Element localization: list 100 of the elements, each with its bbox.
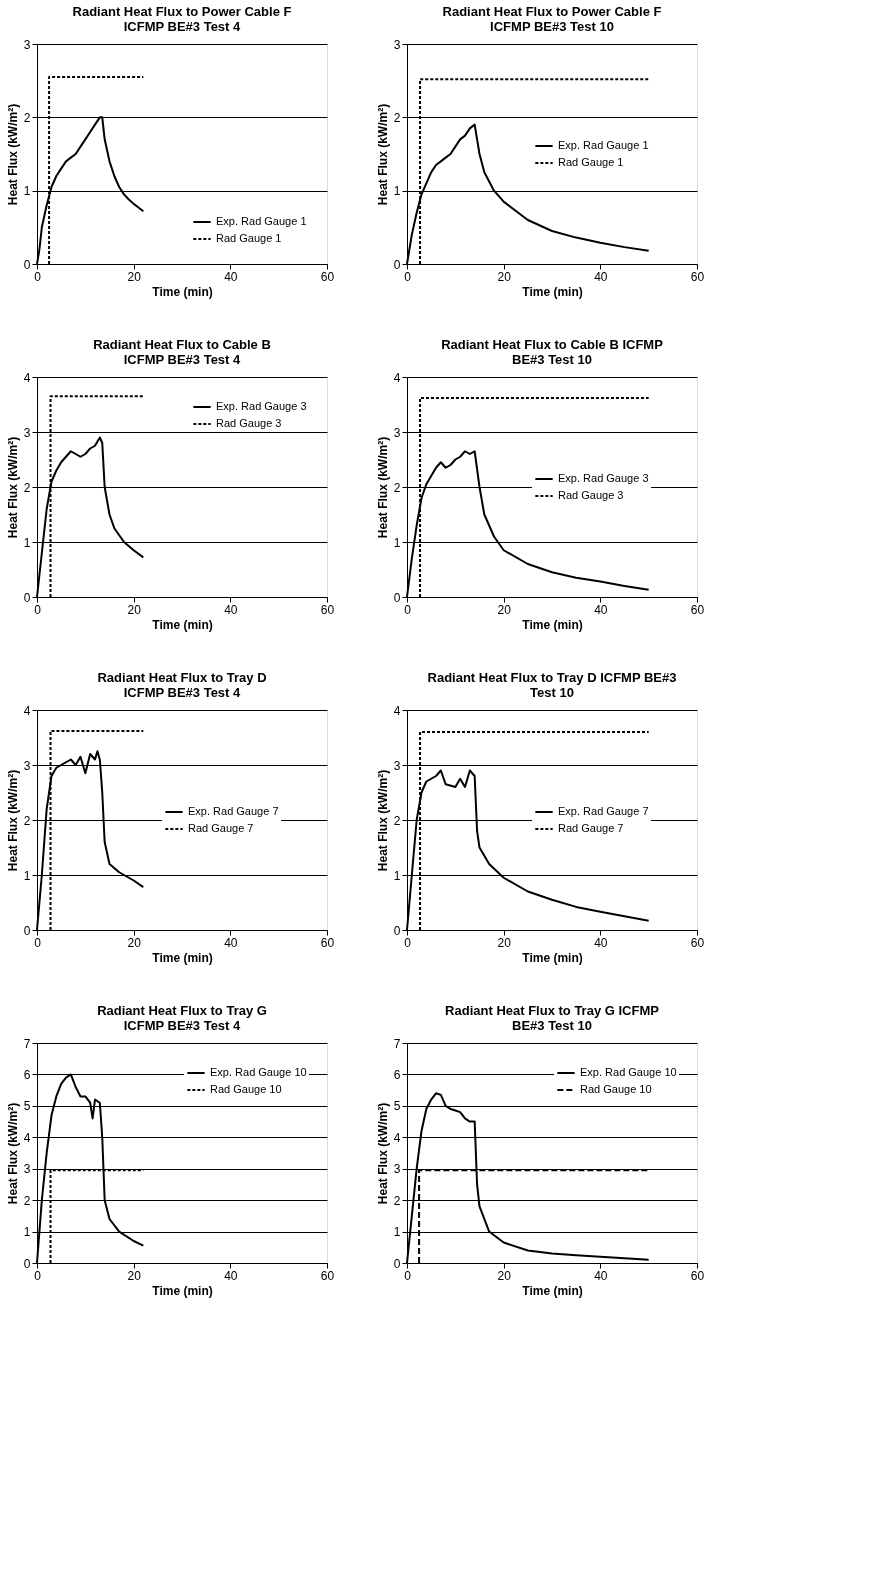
- x-tick-label: 60: [690, 1268, 705, 1283]
- chart-title: Radiant Heat Flux to Cable B ICFMP BE#3 Test 10: [441, 337, 664, 367]
- legend-label: Rad Gauge 7: [558, 822, 624, 834]
- y-tick-label: 0: [23, 1256, 31, 1271]
- legend-label: Exp. Rad Gauge 3: [558, 472, 649, 484]
- y-tick-label: 3: [393, 1162, 401, 1177]
- y-tick-label: 1: [393, 1225, 401, 1240]
- x-tick-label: 60: [690, 602, 705, 617]
- x-tick-label: 20: [497, 602, 512, 617]
- y-tick-label: 7: [393, 1036, 401, 1051]
- legend-label: Exp. Rad Gauge 1: [216, 215, 307, 227]
- y-tick-label: 2: [23, 110, 31, 125]
- x-tick-label: 20: [497, 269, 512, 284]
- legend-label: Rad Gauge 7: [188, 822, 254, 834]
- x-tick-label: 0: [34, 602, 42, 617]
- x-axis-title: Time (min): [522, 950, 583, 965]
- chart-title: Radiant Heat Flux to Power Cable F ICFMP BE#3 Test 10: [442, 4, 662, 34]
- y-tick-label: 6: [393, 1067, 401, 1082]
- x-axis-title: Time (min): [152, 284, 213, 299]
- x-tick-label: 60: [320, 602, 335, 617]
- y-tick-label: 2: [393, 1193, 401, 1208]
- y-axis-title: Heat Flux (kW/m²): [5, 103, 20, 206]
- chart-title: Radiant Heat Flux to Tray D ICFMP BE#3 Test 10: [427, 670, 677, 700]
- legend-label: Rad Gauge 3: [216, 417, 282, 429]
- chart-title: Radiant Heat Flux to Power Cable F ICFMP BE#3 Test 4: [72, 4, 292, 34]
- y-tick-label: 2: [393, 110, 401, 125]
- x-tick-label: 40: [594, 269, 608, 284]
- x-tick-label: 20: [127, 1268, 142, 1283]
- y-tick-label: 2: [393, 813, 401, 828]
- x-tick-label: 0: [34, 1268, 42, 1283]
- y-tick-label: 4: [23, 370, 31, 385]
- legend-label: Rad Gauge 10: [580, 1083, 652, 1095]
- chart-title: Radiant Heat Flux to Tray D ICFMP BE#3 Test 4: [97, 670, 267, 700]
- y-tick-label: 0: [393, 257, 401, 272]
- chart-title: Radiant Heat Flux to Tray G ICFMP BE#3 Test 4: [97, 1003, 267, 1033]
- x-tick-label: 0: [404, 1268, 412, 1283]
- y-tick-label: 5: [23, 1099, 31, 1114]
- legend-label: Rad Gauge 1: [558, 156, 624, 168]
- y-axis-title: Heat Flux (kW/m²): [375, 769, 390, 872]
- y-tick-label: 3: [393, 758, 401, 773]
- y-tick-label: 4: [393, 1130, 401, 1145]
- y-tick-label: 3: [23, 37, 31, 52]
- legend-label: Exp. Rad Gauge 1: [558, 139, 649, 151]
- y-tick-label: 1: [23, 535, 31, 550]
- y-axis-title: Heat Flux (kW/m²): [375, 103, 390, 206]
- x-tick-label: 0: [404, 269, 412, 284]
- legend-label: Exp. Rad Gauge 10: [580, 1066, 677, 1078]
- y-tick-label: 0: [393, 1256, 401, 1271]
- y-tick-label: 7: [23, 1036, 31, 1051]
- y-tick-label: 4: [393, 703, 401, 718]
- legend-label: Rad Gauge 10: [210, 1083, 282, 1095]
- legend-label: Rad Gauge 3: [558, 489, 624, 501]
- y-tick-label: 4: [393, 370, 401, 385]
- legend-label: Exp. Rad Gauge 10: [210, 1066, 307, 1078]
- x-tick-label: 40: [224, 935, 238, 950]
- x-tick-label: 40: [594, 935, 608, 950]
- y-tick-label: 0: [23, 257, 31, 272]
- y-tick-label: 3: [393, 425, 401, 440]
- y-tick-label: 3: [23, 758, 31, 773]
- x-tick-label: 60: [690, 935, 705, 950]
- y-tick-label: 2: [23, 1193, 31, 1208]
- y-axis-title: Heat Flux (kW/m²): [375, 436, 390, 539]
- y-tick-label: 3: [393, 37, 401, 52]
- y-tick-label: 2: [23, 813, 31, 828]
- y-tick-label: 1: [23, 184, 31, 199]
- y-tick-label: 4: [23, 703, 31, 718]
- y-axis-title: Heat Flux (kW/m²): [5, 1102, 20, 1205]
- y-tick-label: 1: [393, 184, 401, 199]
- x-tick-label: 40: [594, 1268, 608, 1283]
- y-tick-label: 1: [393, 535, 401, 550]
- x-tick-label: 20: [127, 935, 142, 950]
- legend-label: Exp. Rad Gauge 7: [558, 805, 649, 817]
- y-tick-label: 1: [23, 1225, 31, 1240]
- y-axis-title: Heat Flux (kW/m²): [375, 1102, 390, 1205]
- y-tick-label: 0: [393, 590, 401, 605]
- x-tick-label: 60: [320, 1268, 335, 1283]
- x-axis-title: Time (min): [522, 284, 583, 299]
- x-tick-label: 40: [224, 602, 238, 617]
- x-axis-title: Time (min): [152, 617, 213, 632]
- y-tick-label: 6: [23, 1067, 31, 1082]
- y-tick-label: 1: [393, 868, 401, 883]
- x-tick-label: 0: [34, 269, 42, 284]
- y-tick-label: 2: [393, 480, 401, 495]
- x-tick-label: 40: [224, 1268, 238, 1283]
- legend-label: Exp. Rad Gauge 3: [216, 400, 307, 412]
- x-tick-label: 0: [404, 602, 412, 617]
- x-tick-label: 20: [497, 935, 512, 950]
- legend-label: Exp. Rad Gauge 7: [188, 805, 279, 817]
- y-tick-label: 0: [393, 923, 401, 938]
- x-tick-label: 60: [320, 935, 335, 950]
- y-tick-label: 5: [393, 1099, 401, 1114]
- y-tick-label: 0: [23, 923, 31, 938]
- chart-title: Radiant Heat Flux to Cable B ICFMP BE#3 Test 4: [93, 337, 271, 367]
- x-axis-title: Time (min): [152, 950, 213, 965]
- y-tick-label: 4: [23, 1130, 31, 1145]
- x-tick-label: 20: [127, 602, 142, 617]
- x-tick-label: 0: [34, 935, 42, 950]
- x-axis-title: Time (min): [522, 1283, 583, 1298]
- x-axis-title: Time (min): [522, 617, 583, 632]
- y-tick-label: 2: [23, 480, 31, 495]
